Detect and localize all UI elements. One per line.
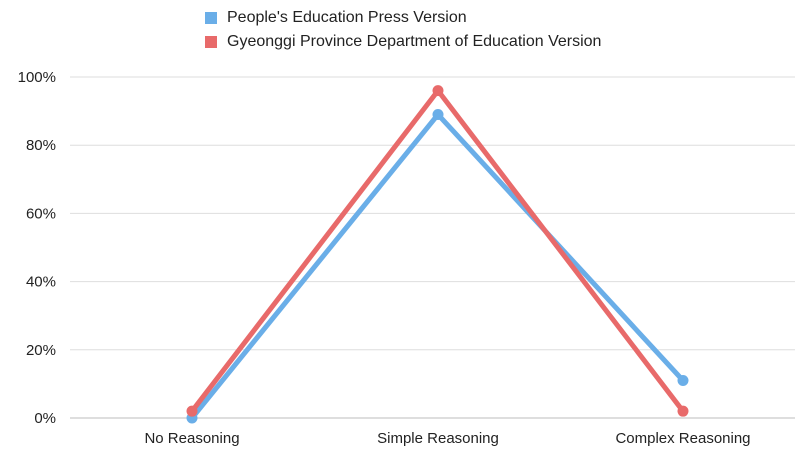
y-tick-label: 100% [18, 69, 56, 86]
x-tick-label: No Reasoning [144, 430, 239, 447]
data-point [186, 405, 198, 417]
data-point [677, 405, 689, 417]
y-tick-label: 40% [26, 274, 56, 291]
legend-item-gyeonggi: Gyeonggi Province Department of Educatio… [205, 30, 601, 54]
y-tick-label: 60% [26, 205, 56, 222]
data-point [432, 85, 444, 97]
legend-label-pep: People's Education Press Version [227, 9, 467, 26]
data-point [677, 374, 689, 386]
legend-item-pep: People's Education Press Version [205, 6, 601, 30]
x-tick-label: Complex Reasoning [615, 430, 750, 447]
legend-label-gyeonggi: Gyeonggi Province Department of Educatio… [227, 33, 602, 50]
legend-swatch-gyeonggi [205, 36, 217, 48]
y-tick-label: 20% [26, 342, 56, 359]
x-tick-label: Simple Reasoning [377, 430, 499, 447]
series-line-1 [189, 88, 686, 414]
data-point [432, 109, 444, 121]
y-tick-label: 0% [34, 410, 56, 427]
legend-swatch-pep [205, 12, 217, 24]
series-line-0 [189, 112, 686, 421]
y-tick-label: 80% [26, 137, 56, 154]
legend: People's Education Press Version Gyeongg… [205, 6, 601, 54]
